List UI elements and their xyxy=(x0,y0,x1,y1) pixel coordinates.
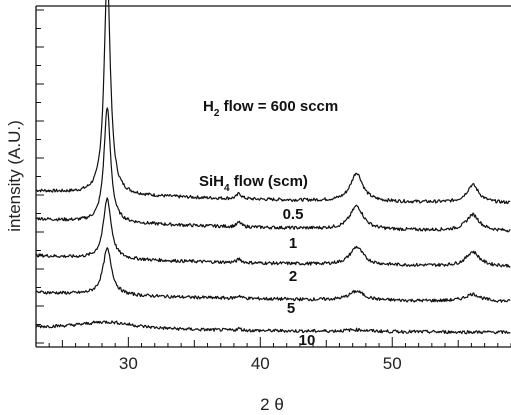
series-label: 1 xyxy=(289,235,297,252)
x-tick-label: 40 xyxy=(251,354,270,373)
xrd-traces xyxy=(35,0,511,335)
series-label: 10 xyxy=(299,332,316,349)
xrd-trace xyxy=(35,320,511,335)
xrd-trace xyxy=(35,0,511,205)
xrd-trace xyxy=(35,107,511,233)
xrd-trace xyxy=(35,197,511,268)
series-label: 0.5 xyxy=(283,206,304,223)
series-label: 5 xyxy=(287,300,295,317)
series-label: 2 xyxy=(289,268,297,285)
y-axis-title: intensity (A.U.) xyxy=(5,120,24,231)
x-axis-title: 2 θ xyxy=(260,395,284,414)
annotation-h2-flow: H2 flow = 600 sccm xyxy=(203,98,338,119)
y-ticks xyxy=(36,9,44,344)
x-ticks: 30 40 50 xyxy=(35,337,511,373)
xrd-trace xyxy=(35,247,511,303)
annotation-sih4-flow: SiH4 flow (scm) xyxy=(199,173,308,194)
x-tick-label: 50 xyxy=(383,354,402,373)
series-labels: 0.5 1 2 510 xyxy=(283,206,316,349)
x-tick-label: 30 xyxy=(119,354,138,373)
